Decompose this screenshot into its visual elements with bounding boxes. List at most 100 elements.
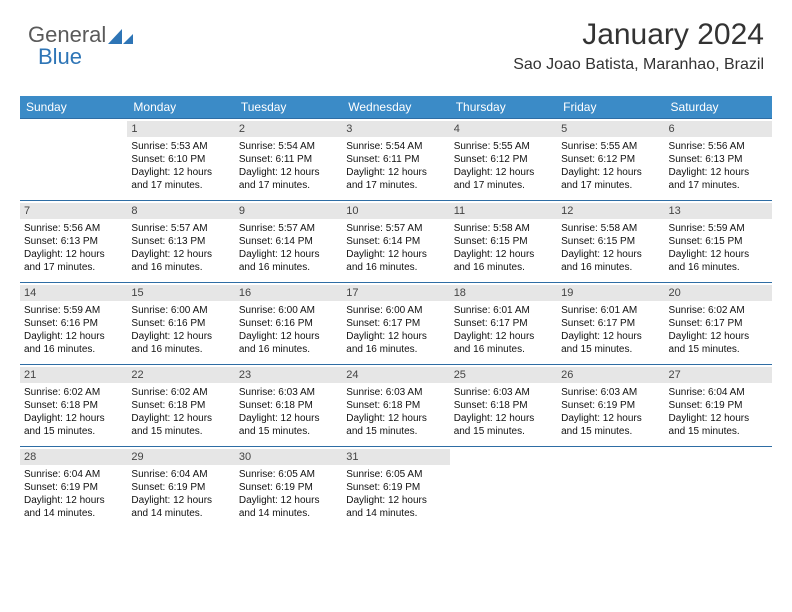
daylight-text: Daylight: 12 hours — [239, 412, 338, 425]
day-cell: 11Sunrise: 5:58 AMSunset: 6:15 PMDayligh… — [450, 201, 557, 283]
day-cell: 21Sunrise: 6:02 AMSunset: 6:18 PMDayligh… — [20, 365, 127, 447]
day-number: 7 — [20, 203, 127, 219]
sunset-text: Sunset: 6:17 PM — [669, 317, 768, 330]
header-wed: Wednesday — [342, 96, 449, 119]
day-cell: 31Sunrise: 6:05 AMSunset: 6:19 PMDayligh… — [342, 447, 449, 529]
sunrise-text: Sunrise: 6:00 AM — [131, 304, 230, 317]
daylight-text: Daylight: 12 hours — [131, 412, 230, 425]
sunset-text: Sunset: 6:12 PM — [561, 153, 660, 166]
daylight-text: and 17 minutes. — [561, 179, 660, 192]
sunrise-text: Sunrise: 5:58 AM — [454, 222, 553, 235]
daylight-text: Daylight: 12 hours — [454, 166, 553, 179]
sunset-text: Sunset: 6:17 PM — [346, 317, 445, 330]
day-number: 13 — [665, 203, 772, 219]
daylight-text: and 15 minutes. — [561, 425, 660, 438]
sunset-text: Sunset: 6:16 PM — [131, 317, 230, 330]
sunset-text: Sunset: 6:19 PM — [239, 481, 338, 494]
calendar-table: Sunday Monday Tuesday Wednesday Thursday… — [20, 96, 772, 529]
day-number: 9 — [235, 203, 342, 219]
day-cell: 14Sunrise: 5:59 AMSunset: 6:16 PMDayligh… — [20, 283, 127, 365]
daylight-text: and 16 minutes. — [454, 261, 553, 274]
week-row: 14Sunrise: 5:59 AMSunset: 6:16 PMDayligh… — [20, 283, 772, 365]
day-cell: 27Sunrise: 6:04 AMSunset: 6:19 PMDayligh… — [665, 365, 772, 447]
sunset-text: Sunset: 6:16 PM — [24, 317, 123, 330]
day-number: 19 — [557, 285, 664, 301]
day-number: 21 — [20, 367, 127, 383]
daylight-text: and 14 minutes. — [346, 507, 445, 520]
sunset-text: Sunset: 6:11 PM — [346, 153, 445, 166]
daylight-text: Daylight: 12 hours — [346, 494, 445, 507]
daylight-text: Daylight: 12 hours — [561, 248, 660, 261]
week-row: 21Sunrise: 6:02 AMSunset: 6:18 PMDayligh… — [20, 365, 772, 447]
daylight-text: and 15 minutes. — [454, 425, 553, 438]
day-number: 14 — [20, 285, 127, 301]
daylight-text: and 15 minutes. — [669, 343, 768, 356]
header-mon: Monday — [127, 96, 234, 119]
sunset-text: Sunset: 6:18 PM — [346, 399, 445, 412]
daylight-text: and 16 minutes. — [131, 343, 230, 356]
sunset-text: Sunset: 6:15 PM — [561, 235, 660, 248]
day-cell: 15Sunrise: 6:00 AMSunset: 6:16 PMDayligh… — [127, 283, 234, 365]
sunset-text: Sunset: 6:18 PM — [24, 399, 123, 412]
sunrise-text: Sunrise: 6:01 AM — [561, 304, 660, 317]
day-number: 16 — [235, 285, 342, 301]
day-cell: 2Sunrise: 5:54 AMSunset: 6:11 PMDaylight… — [235, 119, 342, 201]
daylight-text: and 16 minutes. — [131, 261, 230, 274]
daylight-text: Daylight: 12 hours — [24, 412, 123, 425]
day-cell: 24Sunrise: 6:03 AMSunset: 6:18 PMDayligh… — [342, 365, 449, 447]
day-header-row: Sunday Monday Tuesday Wednesday Thursday… — [20, 96, 772, 119]
day-number: 5 — [557, 121, 664, 137]
daylight-text: and 15 minutes. — [346, 425, 445, 438]
sunrise-text: Sunrise: 6:05 AM — [239, 468, 338, 481]
sunrise-text: Sunrise: 6:02 AM — [131, 386, 230, 399]
day-cell: 5Sunrise: 5:55 AMSunset: 6:12 PMDaylight… — [557, 119, 664, 201]
day-cell: 3Sunrise: 5:54 AMSunset: 6:11 PMDaylight… — [342, 119, 449, 201]
header-sat: Saturday — [665, 96, 772, 119]
sunset-text: Sunset: 6:18 PM — [454, 399, 553, 412]
week-row: 28Sunrise: 6:04 AMSunset: 6:19 PMDayligh… — [20, 447, 772, 529]
daylight-text: and 14 minutes. — [131, 507, 230, 520]
day-number: 4 — [450, 121, 557, 137]
daylight-text: Daylight: 12 hours — [239, 248, 338, 261]
sunrise-text: Sunrise: 5:54 AM — [239, 140, 338, 153]
day-number: 2 — [235, 121, 342, 137]
daylight-text: and 17 minutes. — [669, 179, 768, 192]
sunset-text: Sunset: 6:17 PM — [561, 317, 660, 330]
sunset-text: Sunset: 6:14 PM — [239, 235, 338, 248]
day-number: 6 — [665, 121, 772, 137]
daylight-text: Daylight: 12 hours — [239, 330, 338, 343]
day-number: 12 — [557, 203, 664, 219]
sunset-text: Sunset: 6:12 PM — [454, 153, 553, 166]
day-number: 24 — [342, 367, 449, 383]
daylight-text: Daylight: 12 hours — [669, 166, 768, 179]
day-cell — [20, 119, 127, 201]
daylight-text: and 16 minutes. — [669, 261, 768, 274]
sunrise-text: Sunrise: 5:59 AM — [24, 304, 123, 317]
sunrise-text: Sunrise: 6:04 AM — [131, 468, 230, 481]
sunrise-text: Sunrise: 6:03 AM — [454, 386, 553, 399]
sunrise-text: Sunrise: 6:00 AM — [239, 304, 338, 317]
sunrise-text: Sunrise: 5:53 AM — [131, 140, 230, 153]
sunset-text: Sunset: 6:13 PM — [24, 235, 123, 248]
sunrise-text: Sunrise: 6:00 AM — [346, 304, 445, 317]
day-cell: 16Sunrise: 6:00 AMSunset: 6:16 PMDayligh… — [235, 283, 342, 365]
day-number: 11 — [450, 203, 557, 219]
day-number: 20 — [665, 285, 772, 301]
sunset-text: Sunset: 6:11 PM — [239, 153, 338, 166]
day-number: 31 — [342, 449, 449, 465]
day-cell: 28Sunrise: 6:04 AMSunset: 6:19 PMDayligh… — [20, 447, 127, 529]
day-cell: 23Sunrise: 6:03 AMSunset: 6:18 PMDayligh… — [235, 365, 342, 447]
daylight-text: and 16 minutes. — [561, 261, 660, 274]
day-number: 15 — [127, 285, 234, 301]
day-cell: 30Sunrise: 6:05 AMSunset: 6:19 PMDayligh… — [235, 447, 342, 529]
daylight-text: Daylight: 12 hours — [561, 166, 660, 179]
daylight-text: and 15 minutes. — [24, 425, 123, 438]
day-cell: 29Sunrise: 6:04 AMSunset: 6:19 PMDayligh… — [127, 447, 234, 529]
day-number: 22 — [127, 367, 234, 383]
sunrise-text: Sunrise: 6:03 AM — [346, 386, 445, 399]
daylight-text: Daylight: 12 hours — [346, 166, 445, 179]
sunset-text: Sunset: 6:18 PM — [131, 399, 230, 412]
sunrise-text: Sunrise: 5:57 AM — [131, 222, 230, 235]
location-text: Sao Joao Batista, Maranhao, Brazil — [513, 56, 764, 74]
day-number: 10 — [342, 203, 449, 219]
